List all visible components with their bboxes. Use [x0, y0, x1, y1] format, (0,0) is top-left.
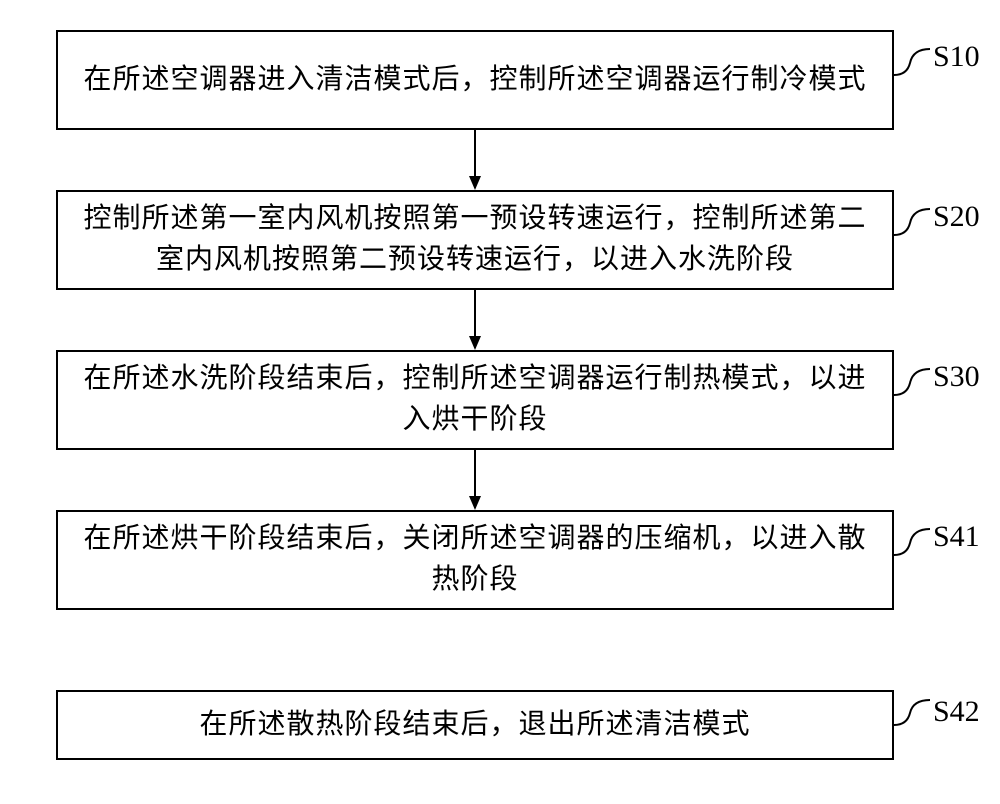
- step-s20-text: 控制所述第一室内风机按照第一预设转速运行，控制所述第二室内风机按照第二预设转速运…: [78, 199, 872, 280]
- step-s30-text: 在所述水洗阶段结束后，控制所述空调器运行制热模式，以进入烘干阶段: [78, 359, 872, 440]
- label-s30: S30: [933, 360, 980, 394]
- connector-s10: [894, 49, 930, 75]
- label-s42: S42: [933, 695, 980, 729]
- connector-s41: [894, 529, 930, 555]
- step-s42: 在所述散热阶段结束后，退出所述清洁模式: [56, 690, 894, 760]
- step-s30: 在所述水洗阶段结束后，控制所述空调器运行制热模式，以进入烘干阶段: [56, 350, 894, 450]
- label-s41: S41: [933, 520, 980, 554]
- step-s41-text: 在所述烘干阶段结束后，关闭所述空调器的压缩机，以进入散热阶段: [78, 519, 872, 600]
- step-s10-text: 在所述空调器进入清洁模式后，控制所述空调器运行制冷模式: [83, 60, 866, 101]
- label-s10: S10: [933, 40, 980, 74]
- label-s20: S20: [933, 200, 980, 234]
- step-s41: 在所述烘干阶段结束后，关闭所述空调器的压缩机，以进入散热阶段: [56, 510, 894, 610]
- step-s20: 控制所述第一室内风机按照第一预设转速运行，控制所述第二室内风机按照第二预设转速运…: [56, 190, 894, 290]
- step-s10: 在所述空调器进入清洁模式后，控制所述空调器运行制冷模式: [56, 30, 894, 130]
- connector-s42: [894, 700, 930, 725]
- step-s42-text: 在所述散热阶段结束后，退出所述清洁模式: [199, 705, 750, 746]
- connector-s30: [894, 369, 930, 395]
- flowchart-canvas: 在所述空调器进入清洁模式后，控制所述空调器运行制冷模式 控制所述第一室内风机按照…: [0, 0, 1000, 804]
- connector-s20: [894, 209, 930, 235]
